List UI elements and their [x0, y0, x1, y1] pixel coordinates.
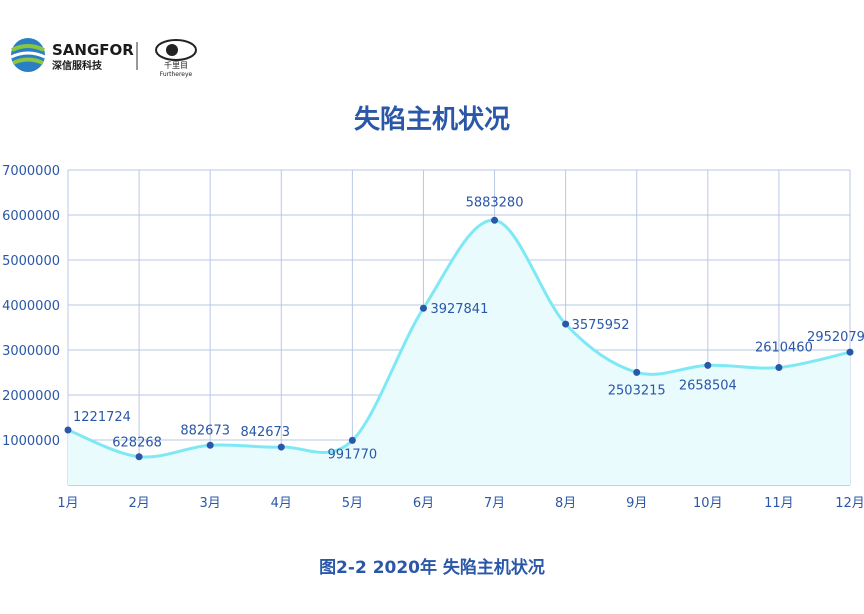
brand-cn: 深信服科技	[52, 59, 103, 72]
data-point	[491, 216, 499, 224]
value-label: 2610460	[755, 341, 813, 356]
data-point	[846, 348, 854, 356]
x-tick-label: 12月	[835, 496, 864, 511]
y-tick-label: 5000000	[2, 254, 60, 269]
data-point	[135, 453, 143, 461]
value-label: 3575952	[572, 318, 630, 333]
x-tick-label: 1月	[57, 496, 78, 511]
x-tick-label: 5月	[342, 496, 363, 511]
data-point	[562, 320, 570, 328]
y-tick-label: 7000000	[2, 164, 60, 179]
sub-brand: 千里目	[164, 60, 188, 70]
value-label: 1221724	[73, 410, 131, 425]
eye-icon	[155, 39, 197, 61]
x-tick-label: 2月	[128, 496, 149, 511]
data-point	[348, 436, 356, 444]
value-label: 628268	[112, 436, 162, 451]
y-tick-label: 2000000	[2, 389, 60, 404]
value-label: 3927841	[430, 302, 488, 317]
value-label: 5883280	[466, 195, 524, 210]
x-tick-label: 10月	[693, 496, 723, 511]
x-tick-label: 8月	[555, 496, 576, 511]
plot: 1000000 2000000 3000000 4000000 5000000 60000…	[2, 164, 864, 511]
data-point	[206, 441, 214, 449]
data-point	[633, 368, 641, 376]
value-label: 991770	[328, 447, 378, 462]
y-tick-label: 3000000	[2, 344, 60, 359]
data-point	[64, 426, 72, 434]
data-point	[277, 443, 285, 451]
data-point	[775, 364, 783, 372]
x-tick-label: 11月	[764, 496, 794, 511]
value-label: 2503215	[608, 383, 666, 398]
area	[68, 220, 850, 486]
chart-title: 失陷主机状况	[354, 105, 510, 135]
value-label: 2658504	[679, 378, 737, 393]
data-point	[419, 304, 427, 312]
y-tick-label: 1000000	[2, 434, 60, 449]
x-tick-label: 9月	[626, 496, 647, 511]
y-tick-label: 6000000	[2, 209, 60, 224]
value-label: 842673	[240, 425, 290, 440]
data-point	[704, 361, 712, 369]
value-label: 2952079	[807, 330, 864, 345]
eye-pupil	[166, 44, 178, 56]
y-tick-label: 4000000	[2, 299, 60, 314]
header-logo: SANGFOR 深信服科技 千里目 Furthereye	[10, 38, 197, 78]
x-tick-label: 6月	[413, 496, 434, 511]
caption: 图2-2 2020年 失陷主机状况	[319, 557, 545, 578]
value-label: 882673	[180, 423, 230, 438]
logo-stripe	[10, 51, 46, 59]
brand: SANGFOR	[52, 41, 134, 59]
x-tick-label: 7月	[484, 496, 505, 511]
x-tick-label: 4月	[271, 496, 292, 511]
logo-stripe	[12, 57, 44, 65]
x-tick-label: 3月	[200, 496, 221, 511]
logo-stripe	[11, 44, 45, 52]
sub-brand-en: Furthereye	[160, 71, 193, 78]
